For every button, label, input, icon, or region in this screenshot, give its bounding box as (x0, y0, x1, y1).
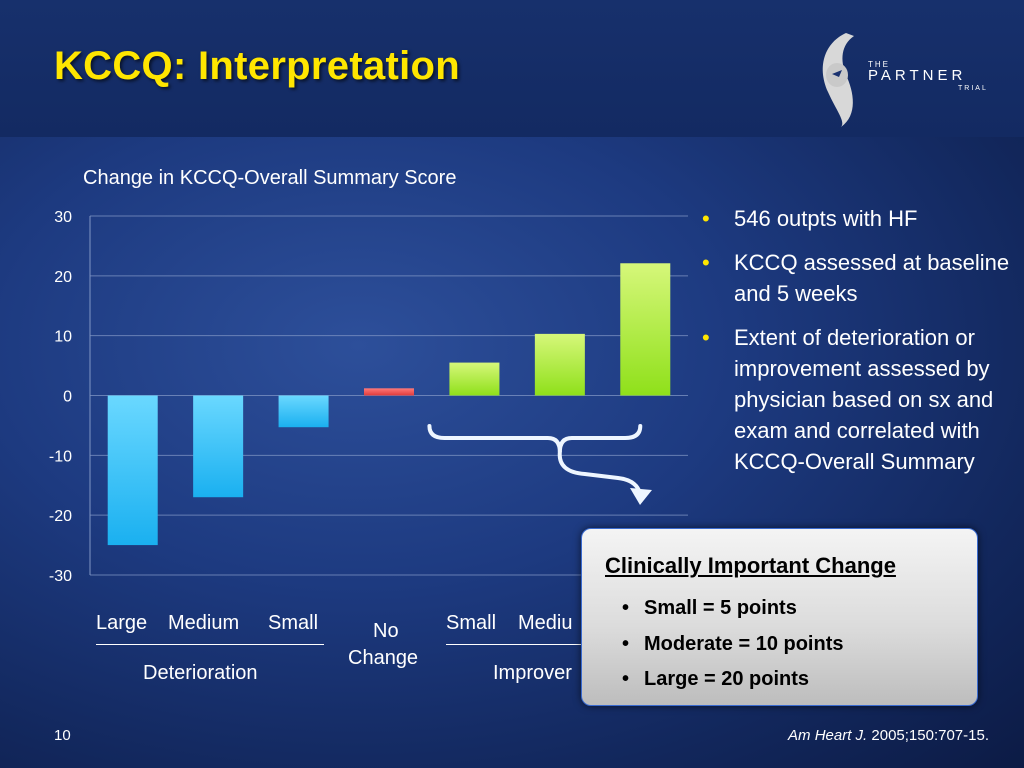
bar (620, 263, 671, 396)
bar (364, 388, 414, 396)
header-band (0, 0, 1024, 137)
group-label-deterioration: Deterioration (143, 662, 258, 684)
x-label-det-large: Large (96, 612, 148, 634)
partner-logo-icon (822, 33, 854, 127)
bar (278, 395, 329, 428)
callout-item-text: Small = 5 points (644, 597, 797, 619)
y-tick-label: 30 (54, 209, 72, 226)
bullet-item: • Extent of deterioration or improvement … (700, 322, 1010, 477)
bar (193, 395, 244, 498)
logo-the-text: THE (868, 60, 890, 69)
clinically-important-change-callout: Clinically Important Change • Small = 5 p… (581, 528, 978, 706)
kccq-bar-chart: 30 20 10 0 -10 -20 -30 (49, 209, 688, 585)
callout-item-text: Moderate = 10 points (644, 632, 844, 655)
improvement-divider (446, 644, 586, 645)
x-label-imp-medium: Mediu (518, 612, 573, 634)
bullet-dot-icon: • (702, 250, 710, 275)
slide-title: KCCQ: Interpretation (54, 44, 460, 88)
callout-item: • Large = 20 points (622, 662, 844, 698)
logo-trial-text: TRIAL (958, 85, 988, 92)
bullet-text: Extent of deterioration or improvement a… (734, 325, 994, 474)
bar (107, 395, 158, 546)
callout-bullet-icon: • (622, 597, 630, 619)
bullet-text: 546 outpts with HF (734, 206, 918, 231)
callout-item: • Small = 5 points (622, 591, 844, 627)
arrow-head-icon (630, 488, 652, 505)
callout-list: • Small = 5 points • Moderate = 10 points … (622, 591, 844, 698)
x-label-imp-small: Small (446, 612, 497, 634)
y-tick-label: 0 (63, 389, 72, 406)
callout-item-text: Large = 20 points (644, 668, 810, 690)
citation: Am Heart J. 2005;150:707-15. (788, 727, 989, 744)
brace-connector (557, 450, 642, 495)
bullet-dot-icon: • (702, 325, 710, 350)
bar (449, 362, 500, 396)
logo-partner-text: PARTNER (868, 67, 967, 84)
bullet-text: KCCQ assessed at baseline and 5 weeks (734, 250, 1010, 306)
x-label-no-change-line1: No (373, 620, 399, 642)
y-tick-label: 20 (54, 269, 72, 286)
callout-bullet-icon: • (622, 632, 630, 655)
x-label-no-change-line2: Change (348, 647, 419, 669)
y-tick-label: -10 (49, 448, 72, 465)
chart-title: Change in KCCQ-Overall Summary Score (83, 167, 457, 189)
citation-journal: Am Heart J. (788, 727, 868, 744)
callout-title: Clinically Important Change (605, 553, 896, 578)
callout-bullet-icon: • (622, 668, 630, 690)
citation-details: 2005;150:707-15. (867, 727, 989, 744)
y-tick-label: 10 (54, 329, 72, 346)
x-label-det-medium: Medium (168, 612, 240, 634)
bullet-item: • KCCQ assessed at baseline and 5 weeks (700, 247, 1010, 309)
y-tick-label: -20 (49, 508, 72, 525)
bullet-dot-icon: • (702, 206, 710, 231)
y-tick-label: -30 (49, 568, 72, 585)
deterioration-divider (96, 644, 324, 645)
bar (534, 333, 585, 396)
group-label-improvement: Improver (493, 662, 572, 684)
bullet-item: • 546 outpts with HF (700, 203, 1010, 234)
improvement-brace (427, 424, 643, 453)
page-number: 10 (54, 727, 71, 744)
bullet-list: • 546 outpts with HF • KCCQ assessed at ba… (700, 203, 1010, 490)
callout-item: • Moderate = 10 points (622, 627, 844, 663)
x-label-det-small: Small (268, 612, 319, 634)
